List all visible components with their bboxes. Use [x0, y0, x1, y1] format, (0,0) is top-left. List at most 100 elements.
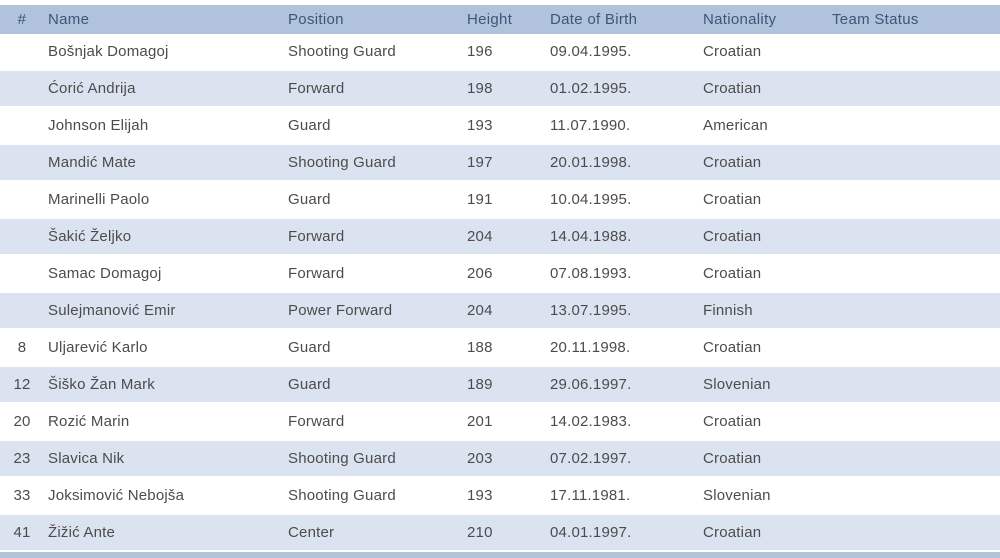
cell-position: Shooting Guard — [288, 439, 467, 478]
header-position: Position — [288, 5, 467, 34]
cell-nationality: Slovenian — [703, 365, 832, 404]
cell-height: 193 — [467, 107, 550, 144]
table-row: Šakić Željko Forward 204 14.04.1988. Croatia… — [0, 217, 1000, 256]
cell-dob: 17.11.1981. — [550, 477, 703, 514]
table-row: 23 Slavica Nik Shooting Guard 203 07.02.1997… — [0, 439, 1000, 478]
cell-num — [0, 143, 44, 182]
cell-team-status — [832, 291, 1000, 330]
cell-height: 198 — [467, 69, 550, 108]
cell-height: 201 — [467, 403, 550, 440]
cell-team-status — [832, 329, 1000, 366]
header-number: # — [0, 5, 44, 34]
cell-name: Slavica Nik — [44, 439, 288, 478]
cell-position: Guard — [288, 365, 467, 404]
cell-height: 196 — [467, 34, 550, 70]
cell-team-status — [832, 477, 1000, 514]
table-row: 41 Žižić Ante Center 210 04.01.1997. Croatian — [0, 513, 1000, 552]
table-row: 8 Uljarević Karlo Guard 188 20.11.1998. Croat… — [0, 329, 1000, 366]
cell-dob: 04.01.1997. — [550, 513, 703, 552]
cell-name: Uljarević Karlo — [44, 329, 288, 366]
roster-table: # Name Position Height Date of Birth Nat… — [0, 5, 1000, 558]
cell-team-status — [832, 107, 1000, 144]
coach-row: Damir MulaomerovićCoach — [0, 550, 1000, 558]
table-row: Samac Domagoj Forward 206 07.08.1993. Croati… — [0, 255, 1000, 292]
cell-position: Power Forward — [288, 291, 467, 330]
cell-num — [0, 291, 44, 330]
cell-name: Žižić Ante — [44, 513, 288, 552]
cell-num — [0, 69, 44, 108]
cell-name: Samac Domagoj — [44, 255, 288, 292]
table-row: 33 Joksimović Nebojša Shooting Guard 193 17.… — [0, 477, 1000, 514]
cell-num — [0, 550, 44, 558]
cell-team-status — [832, 365, 1000, 404]
cell-name: Damir Mulaomerović — [44, 550, 288, 558]
cell-nationality: Croatian — [703, 329, 832, 366]
cell-dob: 14.04.1988. — [550, 217, 703, 256]
cell-team-status — [832, 255, 1000, 292]
cell-num — [0, 255, 44, 292]
header-team-status: Team Status — [832, 5, 1000, 34]
cell-team-status — [832, 513, 1000, 552]
cell-name: Mandić Mate — [44, 143, 288, 182]
cell-num — [0, 217, 44, 256]
cell-position: Guard — [288, 107, 467, 144]
cell-num: 23 — [0, 439, 44, 478]
cell-height — [467, 550, 550, 558]
cell-dob: 29.06.1997. — [550, 365, 703, 404]
table-row: Mandić Mate Shooting Guard 197 20.01.1998. C… — [0, 143, 1000, 182]
cell-position: Forward — [288, 255, 467, 292]
cell-num: 20 — [0, 403, 44, 440]
cell-name: Šakić Željko — [44, 217, 288, 256]
cell-dob: 10.04.1995. — [550, 181, 703, 218]
cell-dob: 07.08.1993. — [550, 255, 703, 292]
cell-name: Šiško Žan Mark — [44, 365, 288, 404]
header-height: Height — [467, 5, 550, 34]
cell-num — [0, 181, 44, 218]
cell-dob: 13.07.1995. — [550, 291, 703, 330]
cell-team-status — [832, 34, 1000, 70]
cell-dob: 11.07.1990. — [550, 107, 703, 144]
cell-position: Shooting Guard — [288, 34, 467, 70]
cell-num — [0, 34, 44, 70]
cell-nationality: Croatian — [703, 439, 832, 478]
cell-num: 8 — [0, 329, 44, 366]
cell-name: Marinelli Paolo — [44, 181, 288, 218]
cell-height: 203 — [467, 439, 550, 478]
cell-team-status — [832, 217, 1000, 256]
cell-dob: 01.02.1995. — [550, 69, 703, 108]
cell-position: Forward — [288, 403, 467, 440]
cell-height: 188 — [467, 329, 550, 366]
roster-body: Bošnjak Domagoj Shooting Guard 196 09.04.19… — [0, 34, 1000, 558]
cell-nationality: Croatian — [703, 69, 832, 108]
header-date-of-birth: Date of Birth — [550, 5, 703, 34]
cell-position: Forward — [288, 69, 467, 108]
cell-nationality: Croatian — [703, 255, 832, 292]
table-row: Bošnjak Domagoj Shooting Guard 196 09.04.19… — [0, 34, 1000, 70]
cell-position: Forward — [288, 217, 467, 256]
cell-position: Shooting Guard — [288, 143, 467, 182]
table-row: 12 Šiško Žan Mark Guard 189 29.06.1997. Slove… — [0, 365, 1000, 404]
cell-height: 204 — [467, 217, 550, 256]
cell-nationality: Finnish — [703, 291, 832, 330]
cell-name: Bošnjak Domagoj — [44, 34, 288, 70]
cell-name: Johnson Elijah — [44, 107, 288, 144]
cell-nationality: Croatian — [703, 34, 832, 70]
cell-team-status — [832, 550, 1000, 558]
cell-nationality: Croatian — [703, 181, 832, 218]
cell-nationality: Croatian — [703, 143, 832, 182]
cell-team-status — [832, 403, 1000, 440]
cell-dob: 20.11.1998. — [550, 329, 703, 366]
cell-num — [0, 107, 44, 144]
header-nationality: Nationality — [703, 5, 832, 34]
cell-dob: 09.04.1995. — [550, 34, 703, 70]
cell-team-status — [832, 439, 1000, 478]
cell-name: Sulejmanović Emir — [44, 291, 288, 330]
cell-name: Ćorić Andrija — [44, 69, 288, 108]
cell-nationality: Slovenian — [703, 477, 832, 514]
table-row: Ćorić Andrija Forward 198 01.02.1995. Croati… — [0, 69, 1000, 108]
cell-position: Coach — [288, 550, 467, 558]
cell-height: 197 — [467, 143, 550, 182]
cell-nationality — [703, 550, 832, 558]
table-row: Marinelli Paolo Guard 191 10.04.1995. Croati… — [0, 181, 1000, 218]
cell-height: 191 — [467, 181, 550, 218]
